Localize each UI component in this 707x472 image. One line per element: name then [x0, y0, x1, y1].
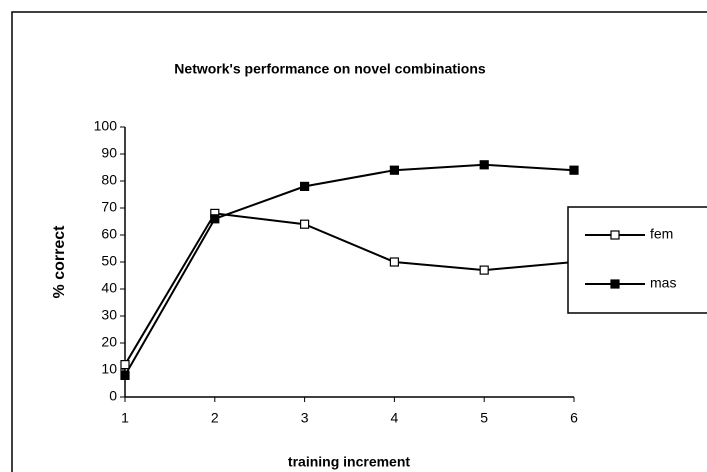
chart-title: Network's performance on novel combinati… [174, 61, 486, 77]
legend-marker [610, 230, 620, 240]
legend-box [567, 206, 707, 314]
x-tick-label: 5 [480, 410, 488, 426]
point-marker [389, 257, 399, 267]
point-marker [389, 165, 399, 175]
y-tick-label: 10 [101, 361, 117, 377]
point-marker [210, 214, 220, 224]
y-tick-label: 50 [101, 253, 117, 269]
y-tick-label: 100 [94, 118, 118, 134]
legend-label: mas [650, 275, 676, 291]
y-tick-label: 0 [109, 388, 117, 404]
y-tick-label: 20 [101, 334, 117, 350]
point-marker [300, 219, 310, 229]
legend-label: fem [650, 226, 673, 242]
x-axis-label: training increment [288, 454, 410, 470]
y-tick-label: 70 [101, 199, 117, 215]
series-line [124, 163, 575, 376]
point-marker [569, 165, 579, 175]
chart-frame [11, 11, 707, 472]
y-tick-label: 90 [101, 145, 117, 161]
y-tick-label: 60 [101, 226, 117, 242]
legend-marker [610, 279, 620, 289]
point-marker [300, 181, 310, 191]
x-tick-label: 6 [570, 410, 578, 426]
y-tick-label: 30 [101, 307, 117, 323]
x-tick-label: 3 [301, 410, 309, 426]
y-tick-label: 80 [101, 172, 117, 188]
y-tick-label: 40 [101, 280, 117, 296]
series-line [124, 212, 575, 366]
point-marker [479, 265, 489, 275]
x-tick-label: 4 [391, 410, 399, 426]
point-marker [479, 160, 489, 170]
y-axis-label: % correct [51, 225, 68, 299]
point-marker [120, 370, 130, 380]
x-tick-label: 2 [211, 410, 219, 426]
point-marker [120, 360, 130, 370]
x-tick-label: 1 [121, 410, 129, 426]
